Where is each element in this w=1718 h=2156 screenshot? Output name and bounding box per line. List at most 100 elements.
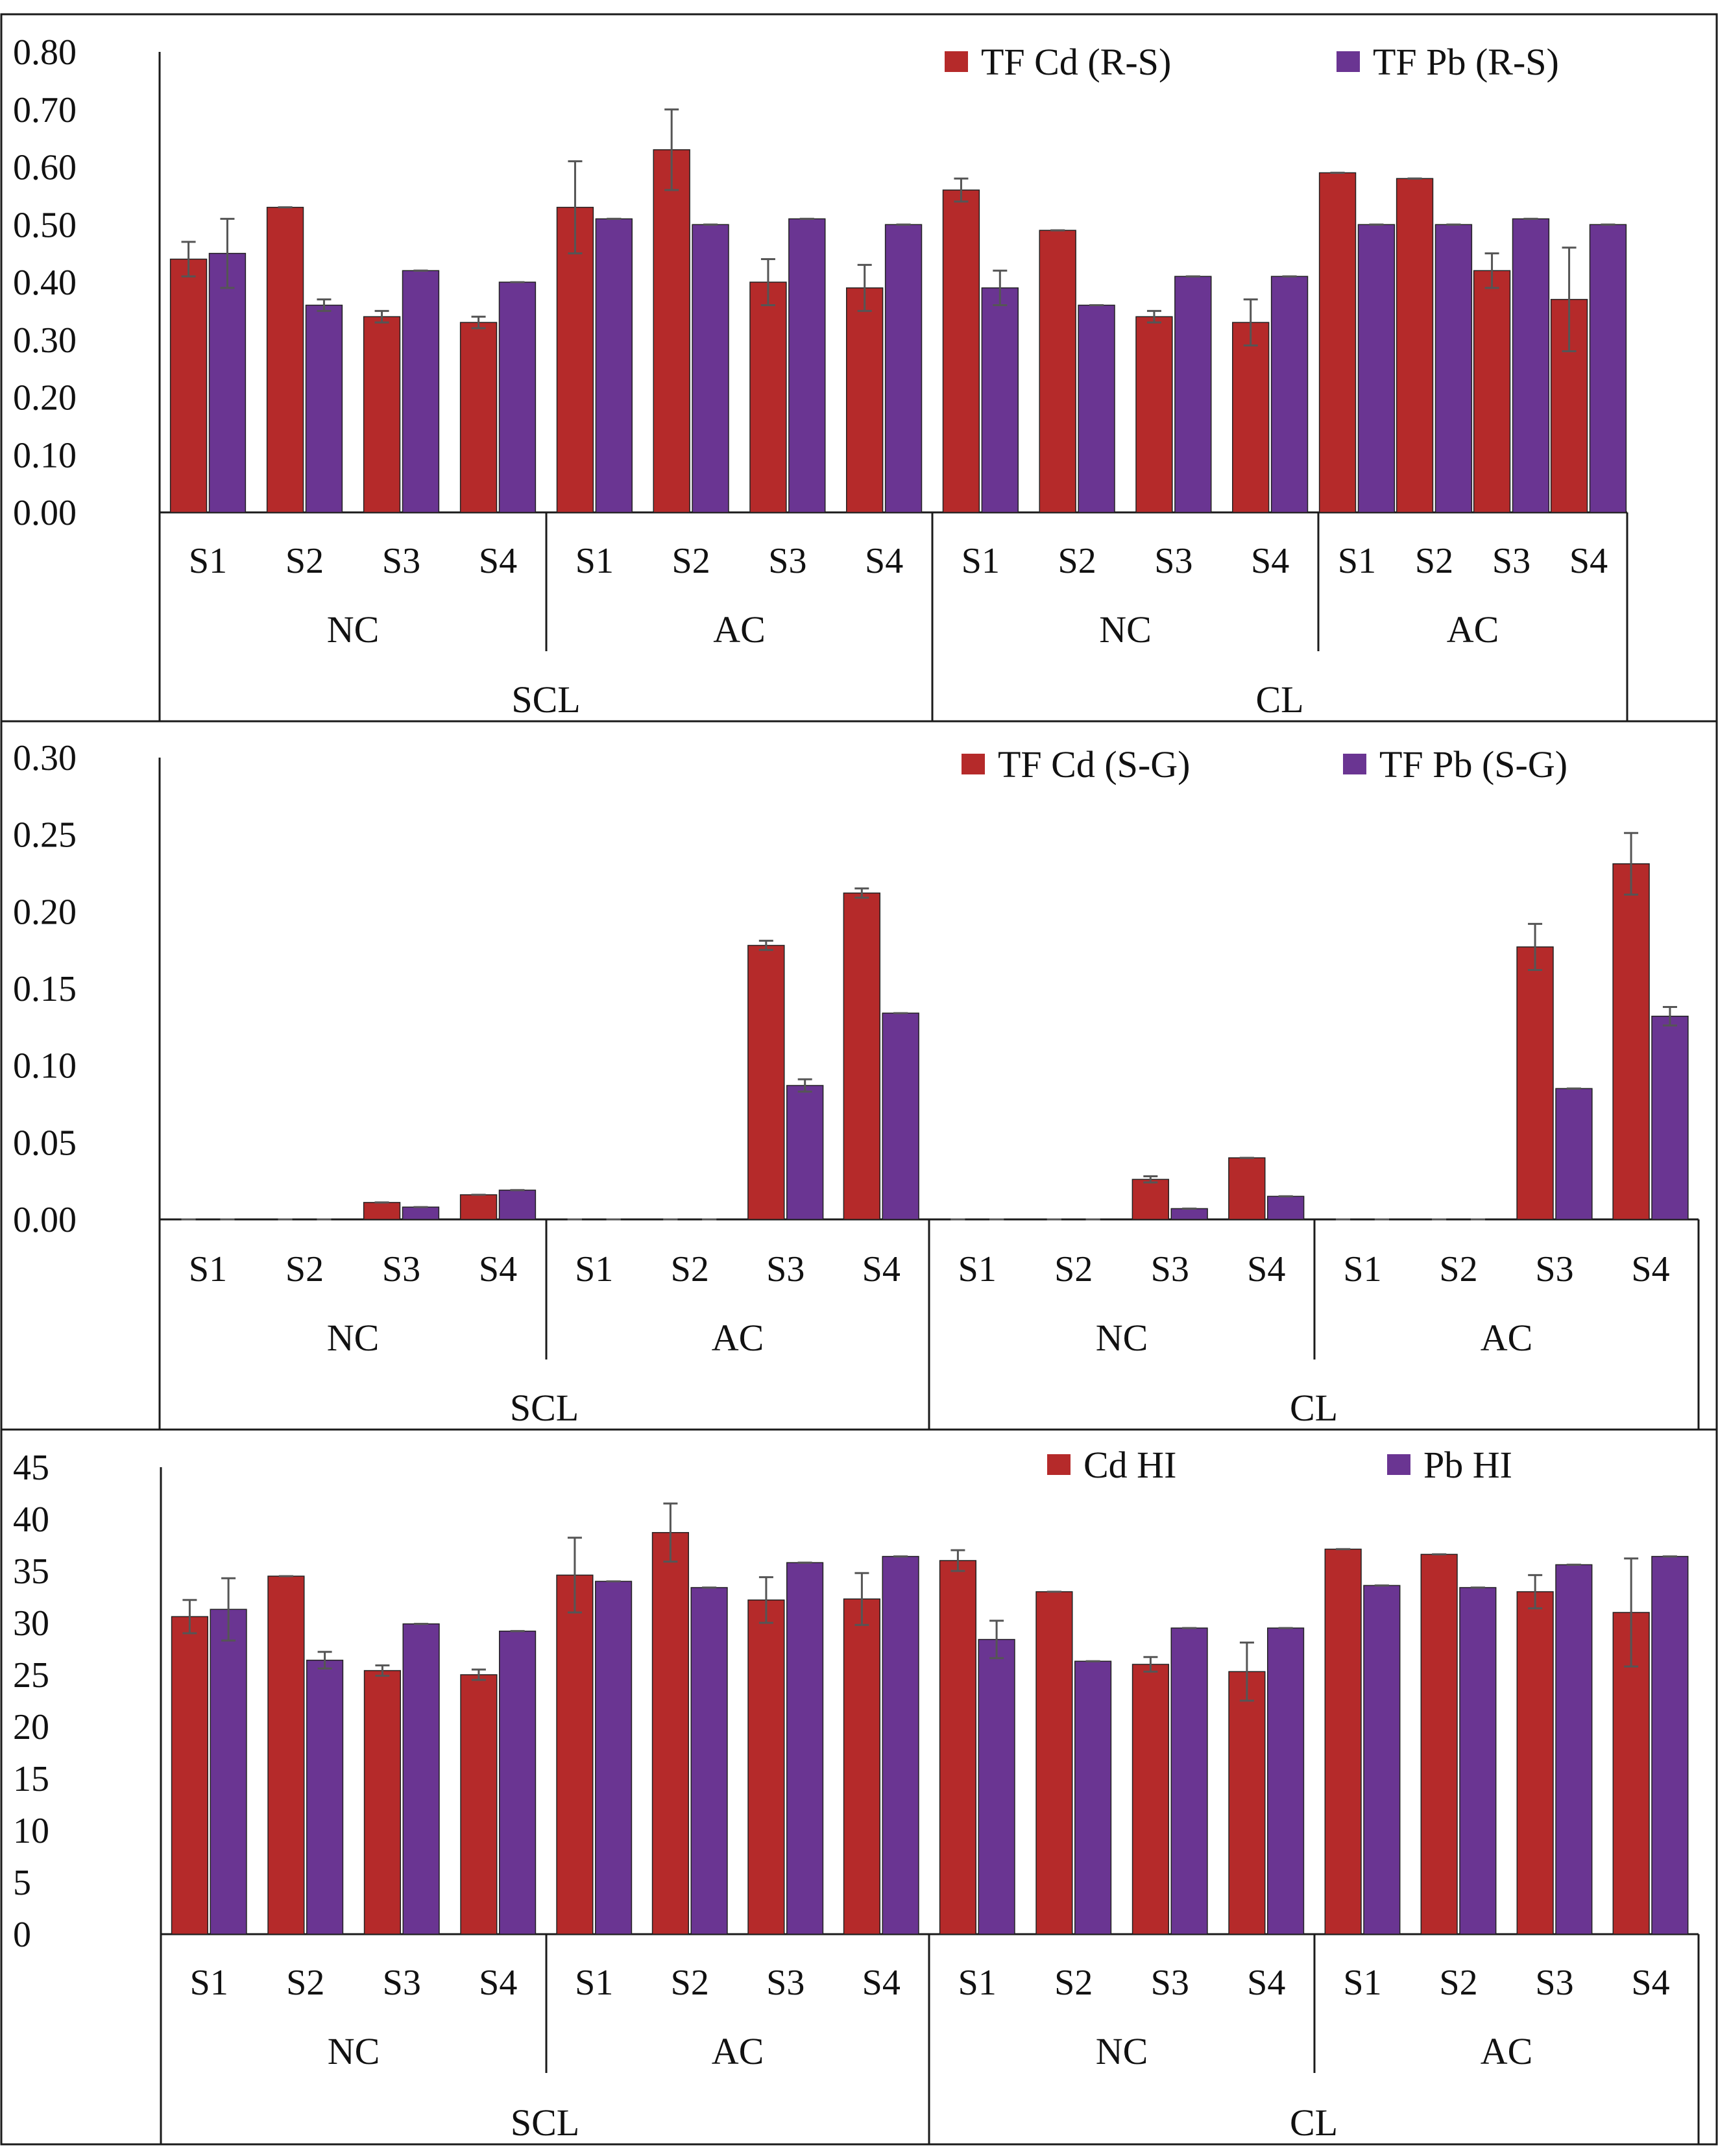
x-tick-label: S2 (671, 1963, 709, 2003)
soil-label: SCL (511, 678, 580, 721)
y-tick-label: 35 (13, 1551, 49, 1592)
bar-series2-s4 (499, 1631, 537, 1935)
bar-series2-s4 (1651, 1555, 1689, 1935)
bar-series2-s3 (1555, 1088, 1593, 1220)
treatment-label: AC (1447, 608, 1499, 651)
bar-series1-s4 (459, 322, 498, 513)
y-tick-label: 0 (13, 1915, 31, 1955)
bar-series2-s4 (882, 1555, 919, 1935)
legend-label: Cd HI (1083, 1444, 1176, 1486)
bar-series1-s4 (843, 892, 880, 1220)
y-tick-label: 0.30 (13, 738, 77, 778)
bar-series1-s2 (266, 206, 304, 513)
legend-swatch (945, 51, 968, 72)
x-tick-label: S3 (1535, 1249, 1573, 1289)
legend-swatch (962, 754, 985, 774)
x-tick-label: S3 (1154, 541, 1192, 581)
bar-series1-s2 (1035, 1591, 1073, 1935)
bar-series2-s4 (1267, 1627, 1305, 1935)
y-tick-label: 0.60 (13, 148, 77, 188)
x-tick-label: S1 (575, 1963, 613, 2003)
bar-series2-s4 (498, 1190, 537, 1220)
x-tick-label: S1 (958, 1963, 997, 2003)
bar-series1-s4 (460, 1674, 498, 1935)
bar-series2-s1 (1357, 224, 1396, 513)
figure-frame (0, 13, 1718, 2146)
bar-series1-s2 (653, 149, 690, 513)
x-tick-label: S2 (285, 1249, 324, 1289)
x-tick-label: S2 (1439, 1963, 1477, 2003)
bar-series1-s4 (1232, 322, 1270, 513)
legend-label: TF Pb (R-S) (1373, 41, 1559, 83)
bar-series2-s4 (498, 281, 537, 513)
x-tick-label: S4 (479, 541, 517, 581)
bar-series2-s4 (1270, 276, 1309, 513)
x-tick-label: S1 (190, 1963, 228, 2003)
bar-series2-s4 (1589, 224, 1627, 513)
x-tick-label: S1 (1338, 541, 1376, 581)
bar-series2-s1 (208, 252, 247, 513)
y-tick-label: 10 (13, 1811, 49, 1851)
bar-series1-s2 (1039, 230, 1076, 513)
bar-series1-s3 (363, 1670, 401, 1935)
soil-label: SCL (511, 2102, 579, 2144)
bar-series1-s1 (171, 1616, 208, 1935)
bar-series2-s1 (210, 1609, 247, 1935)
x-tick-label: S3 (383, 1963, 421, 2003)
y-tick-label: 0.20 (13, 892, 77, 932)
x-tick-label: S4 (1569, 541, 1608, 581)
bar-series1-s2 (1420, 1553, 1458, 1935)
x-tick-label: S3 (382, 1249, 420, 1289)
x-tick-label: S3 (768, 541, 806, 581)
y-tick-label: 25 (13, 1655, 49, 1695)
x-tick-label: S3 (1151, 1249, 1189, 1289)
bar-series2-s1 (981, 287, 1019, 513)
x-tick-label: S1 (958, 1249, 997, 1289)
soil-label: CL (1290, 2102, 1338, 2144)
x-tick-label: S2 (1058, 541, 1096, 581)
x-tick-label: S4 (862, 1249, 901, 1289)
bar-series2-s3 (402, 1623, 440, 1935)
treatment-label: NC (1099, 608, 1152, 651)
y-tick-label: 0.25 (13, 815, 77, 856)
bar-series2-s2 (1434, 224, 1473, 513)
bar-series1-s4 (1612, 863, 1650, 1220)
bar-series1-s3 (747, 944, 785, 1220)
x-tick-label: S4 (1247, 1963, 1285, 2003)
legend-label: TF Pb (S-G) (1379, 743, 1567, 785)
x-tick-label: S2 (1054, 1249, 1093, 1289)
y-tick-label: 0.10 (13, 435, 77, 475)
x-tick-label: S4 (1631, 1963, 1669, 2003)
bar-series1-s2 (267, 1575, 305, 1935)
bar-series2-s1 (978, 1638, 1015, 1935)
bar-series1-s3 (1131, 1179, 1169, 1220)
y-tick-label: 0.00 (13, 1200, 77, 1240)
bar-series1-s1 (939, 1560, 976, 1935)
bar-series1-s1 (556, 206, 594, 513)
bar-series2-s4 (884, 224, 923, 513)
x-tick-label: S3 (766, 1249, 805, 1289)
y-tick-label: 0.10 (13, 1046, 77, 1086)
legend-swatch (1337, 51, 1360, 72)
treatment-label: NC (1096, 2030, 1148, 2072)
bar-series2-s3 (1512, 218, 1550, 513)
x-tick-label: S2 (286, 1963, 324, 2003)
soil-label: CL (1255, 678, 1303, 721)
bar-series2-s4 (1267, 1195, 1305, 1220)
x-tick-label: S3 (766, 1963, 805, 2003)
bar-series1-s4 (846, 287, 884, 513)
x-tick-label: S1 (189, 1249, 227, 1289)
x-tick-label: S4 (479, 1963, 517, 2003)
x-tick-label: S2 (285, 541, 324, 581)
bar-series2-s3 (788, 218, 826, 513)
x-tick-label: S4 (1251, 541, 1289, 581)
bar-series1-s1 (1324, 1548, 1362, 1935)
y-tick-label: 45 (13, 1448, 49, 1488)
bar-series2-s3 (1174, 276, 1212, 513)
x-tick-label: S2 (1415, 541, 1453, 581)
bar-series2-s3 (1170, 1627, 1208, 1935)
x-tick-label: S1 (962, 541, 1000, 581)
y-tick-label: 0.70 (13, 90, 77, 130)
bar-series2-s3 (786, 1562, 824, 1935)
treatment-label: NC (328, 2030, 380, 2072)
